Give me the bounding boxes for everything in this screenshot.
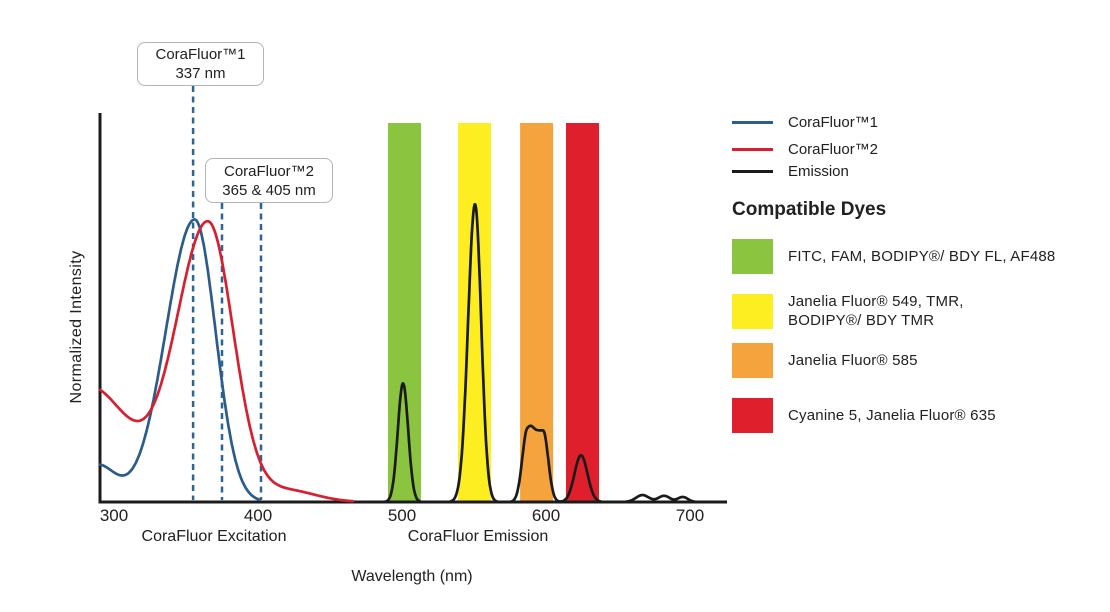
dye-swatch-green xyxy=(732,239,773,274)
dye-item-red: Cyanine 5, Janelia Fluor® 635 xyxy=(732,398,996,433)
callout-title: CoraFluor™1 xyxy=(155,46,246,63)
x-tick-500: 500 xyxy=(387,506,417,525)
legend-line-red xyxy=(732,147,773,151)
dye-swatch-yellow xyxy=(732,293,773,329)
callout-value: 365 & 405 nm xyxy=(222,181,316,199)
callout-corafluor1-337nm: CoraFluor™1 337 nm xyxy=(137,42,264,86)
dye-item-yellow: Janelia Fluor® 549, TMR, BODIPY®/ BDY TM… xyxy=(732,292,964,330)
dye-label-orange: Janelia Fluor® 585 xyxy=(788,352,918,369)
dye-label-red: Cyanine 5, Janelia Fluor® 635 xyxy=(788,407,996,424)
dye-item-green: FITC, FAM, BODIPY®/ BDY FL, AF488 xyxy=(732,239,1055,274)
curve-corafluor2 xyxy=(98,219,355,503)
callout-value: 337 nm xyxy=(175,65,226,82)
dye-label-yellow: Janelia Fluor® 549, TMR, BODIPY®/ BDY TM… xyxy=(788,293,964,329)
compatible-dyes-heading: Compatible Dyes xyxy=(732,199,887,220)
x-tick-700: 700 xyxy=(675,506,705,525)
x-tick-300: 300 xyxy=(99,506,129,525)
legend-item-corafluor1: CoraFluor™1 xyxy=(732,111,878,133)
section-label-excitation: CoraFluor Excitation xyxy=(141,528,287,545)
legend-line-blue xyxy=(732,120,773,124)
y-axis-title: Normalized Intensity xyxy=(68,250,85,404)
curve-corafluor1 xyxy=(98,218,261,502)
legend-label-emission: Emission xyxy=(788,162,849,180)
legend-label-corafluor1: CoraFluor™1 xyxy=(788,113,879,131)
dye-swatch-orange xyxy=(732,343,773,378)
x-axis-title: Wavelength (nm) xyxy=(351,568,473,585)
band-red xyxy=(566,123,599,502)
dye-item-orange: Janelia Fluor® 585 xyxy=(732,343,918,378)
legend-item-corafluor2: CoraFluor™2 xyxy=(732,138,878,160)
section-label-emission: CoraFluor Emission xyxy=(407,528,549,545)
dye-label-green: FITC, FAM, BODIPY®/ BDY FL, AF488 xyxy=(788,248,1056,265)
band-green xyxy=(388,123,421,502)
x-tick-400: 400 xyxy=(243,506,273,525)
callout-title: CoraFluor™2 xyxy=(223,162,315,180)
x-tick-600: 600 xyxy=(531,506,561,525)
legend-item-emission: Emission xyxy=(732,160,849,182)
legend-line-black xyxy=(732,169,773,173)
legend-label-corafluor2: CoraFluor™2 xyxy=(788,140,879,158)
callout-corafluor2-365-405nm: CoraFluor™2 365 & 405 nm xyxy=(205,158,333,203)
dye-swatch-red xyxy=(732,398,773,433)
curve-emission xyxy=(374,202,709,504)
